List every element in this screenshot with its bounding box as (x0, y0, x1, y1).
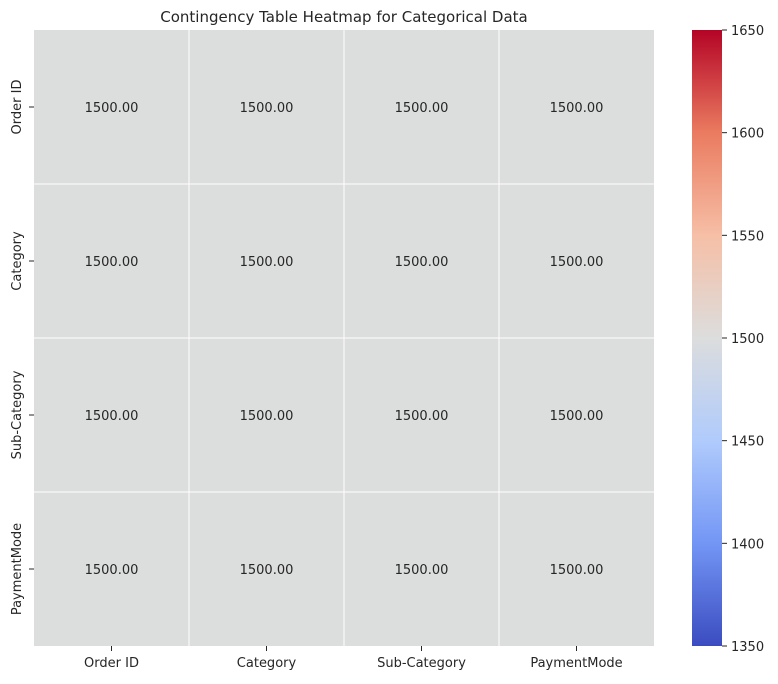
heatmap-cell-label: 1500.00 (240, 409, 294, 424)
heatmap-cell (34, 492, 189, 646)
x-axis: Order ID Category Sub-Category PaymentMode (84, 646, 623, 671)
y-tick-label: Order ID (10, 80, 25, 135)
heatmap-cell-label: 1500.00 (550, 409, 604, 424)
heatmap-cell-label: 1500.00 (395, 409, 449, 424)
heatmap-cell-label: 1500.00 (85, 409, 139, 424)
heatmap-cell (499, 30, 654, 184)
colorbar-tick-label: 1550 (731, 229, 764, 244)
heatmap-cell (189, 30, 344, 184)
heatmap-cell (499, 492, 654, 646)
y-tick-label: Sub-Category (10, 370, 25, 459)
y-tick-label: Category (10, 231, 25, 291)
heatmap-cell-label: 1500.00 (85, 101, 139, 116)
colorbar-tick-label: 1600 (731, 127, 764, 142)
heatmap-cell-label: 1500.00 (550, 101, 604, 116)
heatmap-cell-label: 1500.00 (395, 101, 449, 116)
heatmap-cell-label: 1500.00 (85, 255, 139, 270)
y-tick-label: PaymentMode (10, 523, 25, 615)
colorbar-tick-label: 1450 (731, 435, 764, 450)
colorbar-gradient (692, 30, 722, 646)
x-tick-label: Category (237, 656, 297, 671)
heatmap-cell (344, 30, 499, 184)
colorbar-tick-label: 1350 (731, 640, 764, 655)
heatmap-cell-label: 1500.00 (550, 563, 604, 578)
heatmap-cell-label: 1500.00 (240, 101, 294, 116)
heatmap-cell (499, 338, 654, 492)
heatmap-cell-label: 1500.00 (550, 255, 604, 270)
colorbar-tick-label: 1650 (731, 24, 764, 39)
heatmap-cell (499, 184, 654, 338)
heatmap-cell (344, 184, 499, 338)
x-tick-label: Order ID (84, 656, 139, 671)
heatmap-cell-label: 1500.00 (240, 255, 294, 270)
heatmap-cell-label: 1500.00 (395, 563, 449, 578)
x-tick-label: Sub-Category (377, 656, 466, 671)
heatmap-cell (189, 184, 344, 338)
heatmap-cell-label: 1500.00 (85, 563, 139, 578)
heatmap-cells (34, 30, 654, 646)
chart-title: Contingency Table Heatmap for Categorica… (160, 8, 528, 26)
heatmap-cell (344, 492, 499, 646)
colorbar: 1350 1400 1450 1500 1550 1600 1650 (692, 24, 764, 655)
heatmap-cell-labels: 1500.00 1500.00 1500.00 1500.00 1500.00 1500.… (85, 101, 604, 578)
heatmap-cell-label: 1500.00 (395, 255, 449, 270)
x-tick-label: PaymentMode (530, 656, 622, 671)
heatmap-cell (34, 30, 189, 184)
heatmap-cell (189, 338, 344, 492)
heatmap-cell (344, 338, 499, 492)
heatmap-cell-label: 1500.00 (240, 563, 294, 578)
heatmap-cell (34, 184, 189, 338)
colorbar-tick-label: 1500 (731, 332, 764, 347)
y-axis: Order ID Category Sub-Category PaymentMode (10, 80, 34, 615)
heatmap-grid-lines (34, 30, 654, 646)
colorbar-tick-label: 1400 (731, 537, 764, 552)
heatmap-cell (189, 492, 344, 646)
heatmap-cell (34, 338, 189, 492)
